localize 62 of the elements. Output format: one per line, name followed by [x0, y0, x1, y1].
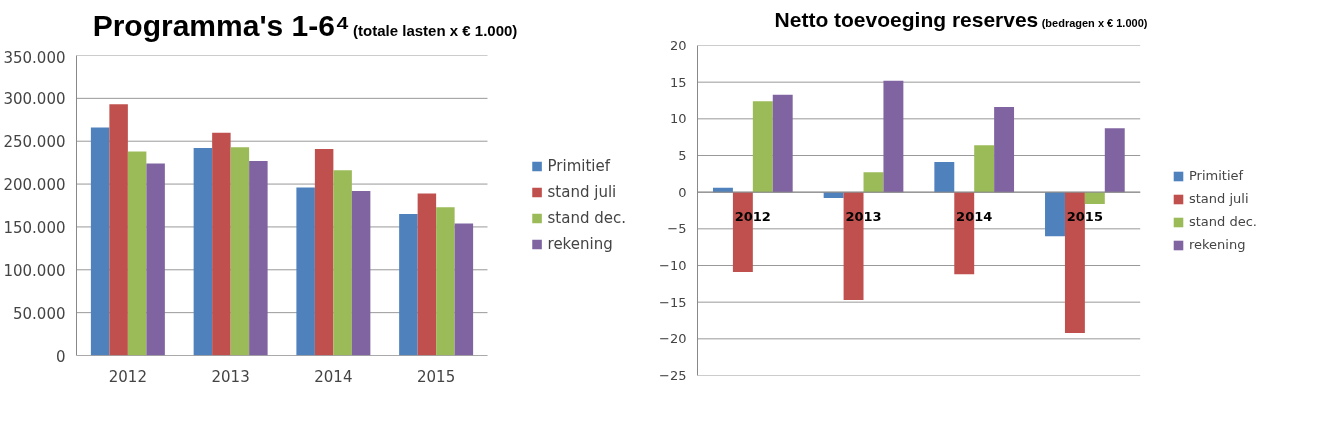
- x-tick-label: 2013: [211, 367, 250, 386]
- bar: [1045, 192, 1065, 237]
- y-tick-label: 200.000: [3, 176, 66, 195]
- bar: [752, 101, 773, 193]
- chart-title: Netto toevoeging reserves: [774, 8, 1039, 31]
- bar: [772, 94, 793, 193]
- bar: [127, 151, 147, 356]
- bar: [417, 193, 437, 356]
- legend-label: rekening: [547, 235, 613, 253]
- chart-subtitle: (totale lasten x € 1.000): [353, 22, 518, 39]
- bar: [249, 160, 268, 356]
- y-tick-label: 300.000: [3, 90, 66, 109]
- x-tick-label: 2012: [108, 367, 147, 386]
- bar: [883, 80, 904, 193]
- bar: [351, 190, 371, 356]
- bar: [333, 170, 352, 356]
- y-tick-label: 150.000: [3, 218, 66, 237]
- legend-label: Primitief: [1189, 168, 1244, 183]
- y-tick-label: 10: [669, 111, 687, 127]
- y-tick-label: −10: [659, 258, 687, 273]
- y-tick-label: 250.000: [3, 133, 66, 152]
- bar: [454, 223, 474, 356]
- bar: [109, 104, 128, 356]
- x-tick-label: 2013: [845, 209, 882, 225]
- bar: [146, 163, 165, 356]
- legend-label: stand juli: [1189, 191, 1249, 206]
- y-tick-label: −15: [659, 294, 687, 310]
- legend-label: rekening: [1189, 237, 1246, 252]
- bar: [934, 162, 955, 193]
- legend-label: stand juli: [547, 183, 617, 201]
- y-tick-label: 20: [669, 38, 687, 53]
- x-tick-label: 2015: [417, 367, 456, 386]
- y-tick-label: −20: [659, 331, 687, 347]
- chart-title: Programma's 1-6⁴: [92, 9, 350, 42]
- bar: [314, 148, 334, 356]
- legend-label: Primitief: [547, 157, 611, 175]
- bar: [212, 132, 231, 356]
- bar: [863, 172, 884, 193]
- bar: [230, 147, 250, 356]
- legend-label: stand dec.: [1189, 214, 1257, 229]
- bar: [1084, 192, 1105, 204]
- bar: [90, 127, 110, 356]
- bar: [399, 214, 418, 356]
- y-tick-label: 15: [669, 74, 687, 90]
- bar: [296, 187, 315, 356]
- y-tick-label: −5: [667, 221, 687, 237]
- y-tick-label: 5: [678, 148, 687, 163]
- bar: [713, 187, 733, 193]
- bar: [994, 107, 1015, 193]
- y-tick-label: 350.000: [3, 48, 66, 67]
- legend-label: stand dec.: [547, 209, 626, 227]
- y-tick-label: 100.000: [3, 261, 66, 280]
- y-tick-label: −25: [659, 368, 687, 383]
- x-tick-label: 2014: [314, 367, 353, 386]
- bar: [974, 145, 995, 193]
- bar: [436, 207, 455, 356]
- y-tick-label: 0: [55, 347, 66, 366]
- chart-subtitle: (bedragen x € 1.000): [1041, 17, 1148, 29]
- bar: [1104, 128, 1125, 193]
- y-tick-label: 0: [678, 184, 687, 200]
- bar: [193, 148, 213, 356]
- y-tick-label: 50.000: [13, 304, 66, 323]
